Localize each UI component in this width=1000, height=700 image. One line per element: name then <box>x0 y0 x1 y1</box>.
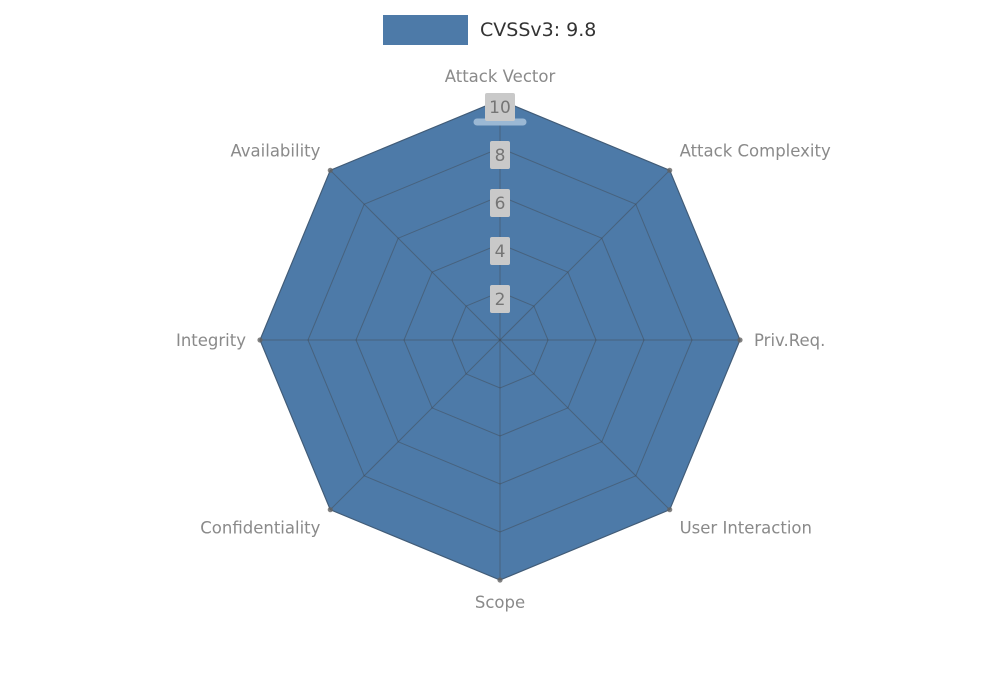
radial-tick-label: 8 <box>495 146 506 166</box>
radial-tick-box <box>490 285 510 313</box>
axis-label-user-interaction: User Interaction <box>680 519 812 538</box>
axis-tick-dot <box>497 577 503 583</box>
axis-label-attack-complexity: Attack Complexity <box>680 141 831 160</box>
axis-label-attack-vector: Attack Vector <box>445 67 556 86</box>
axis-tick-dot <box>667 507 673 513</box>
legend: CVSSv3: 9.8 <box>383 15 596 45</box>
radial-tick: 2 <box>490 285 510 313</box>
grid-ring <box>355 195 645 485</box>
radial-tick: 8 <box>490 141 510 169</box>
radial-tick-label: 4 <box>495 242 506 262</box>
axis-label-integrity: Integrity <box>176 331 246 350</box>
radial-tick-box <box>490 189 510 217</box>
axis-label-scope: Scope <box>475 593 525 612</box>
radial-tick-box <box>490 141 510 169</box>
radial-tick-box <box>485 93 515 121</box>
radial-tick: 4 <box>490 237 510 265</box>
grid-ring <box>451 291 549 389</box>
grid-ring <box>403 243 597 437</box>
axis-tick-dot <box>257 337 263 343</box>
axis-label-confidentiality: Confidentiality <box>200 519 320 538</box>
grid-spoke <box>329 169 501 341</box>
grid-ring <box>307 147 693 533</box>
axis-tick-dot <box>667 167 673 173</box>
radial-tick-box <box>490 237 510 265</box>
radial-tick-label: 6 <box>495 194 506 214</box>
legend-label: CVSSv3: 9.8 <box>480 19 597 41</box>
axis-label-priv-req: Priv.Req. <box>754 331 825 350</box>
grid-spoke <box>329 339 501 511</box>
radial-tick: 10 <box>485 93 515 121</box>
axis-label-availability: Availability <box>230 141 320 160</box>
axis-tick-dot <box>327 507 333 513</box>
radial-tick-label: 2 <box>495 290 506 310</box>
axis-tick-dot <box>737 337 743 343</box>
radial-tick: 6 <box>490 189 510 217</box>
grid-spoke <box>499 169 671 341</box>
grid-spoke <box>499 339 671 511</box>
axis-tick-dot <box>327 167 333 173</box>
legend-swatch <box>383 15 468 45</box>
radial-tick-label: 10 <box>489 98 511 118</box>
